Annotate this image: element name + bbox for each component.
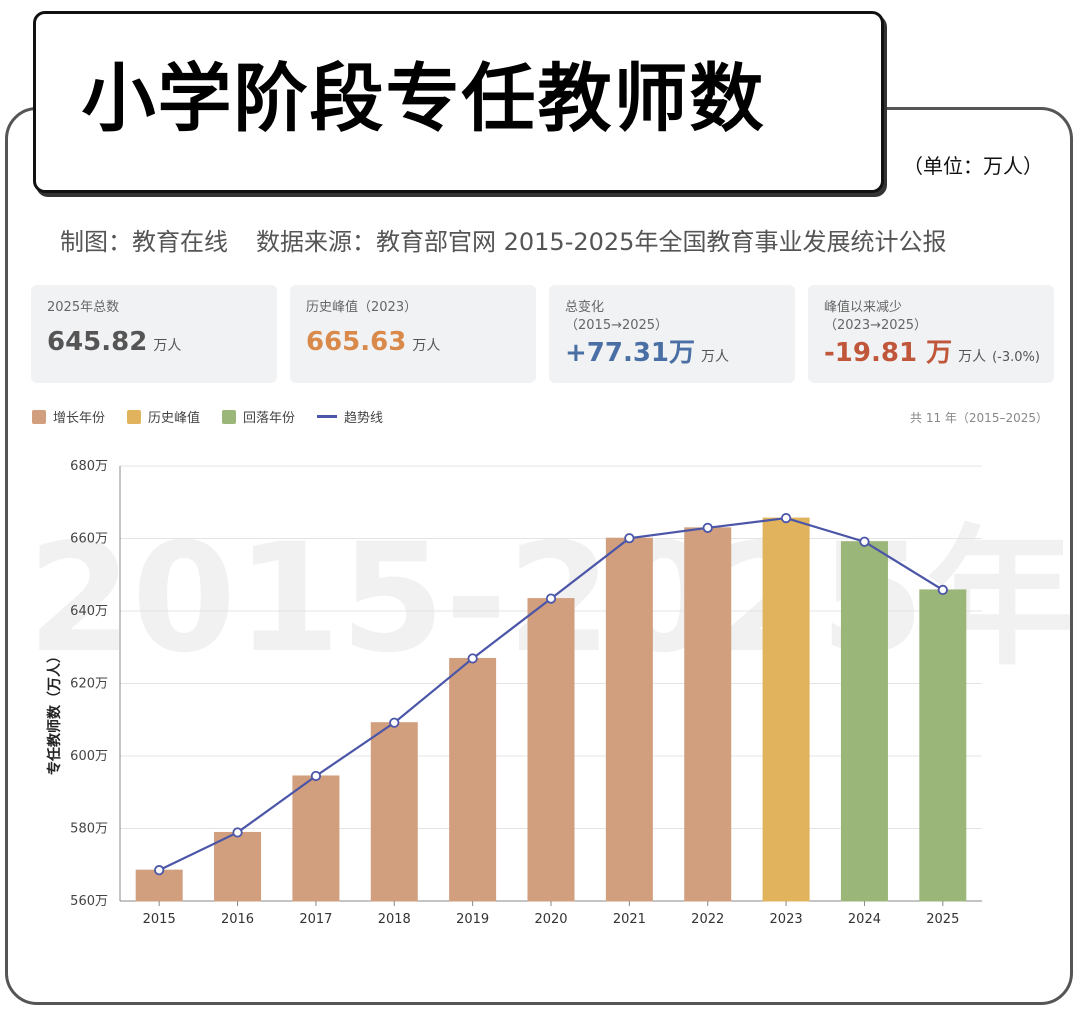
bar-2024: [840, 541, 888, 902]
x-tick-label: 2017: [299, 912, 332, 927]
stat-card-value: 665.63 万人: [306, 327, 440, 357]
x-tick-label: 2023: [770, 912, 803, 927]
legend-item-decline: 回落年份: [222, 407, 295, 426]
legend-swatch: [222, 409, 237, 424]
x-tick-label: 2016: [221, 912, 254, 927]
bar-2022: [684, 527, 732, 902]
stat-label-range: （2015→2025）: [565, 317, 669, 333]
x-tick-label: 2022: [691, 912, 724, 927]
legend-item-peak: 历史峰值: [127, 407, 200, 426]
y-tick-label: 620万: [70, 677, 108, 692]
trend-point-2020: [545, 593, 557, 604]
x-tick-label: 2018: [378, 912, 411, 927]
stat-label-main: 峰值以来减少: [824, 300, 903, 315]
year-count: 共 11 年（2015–2025）: [910, 411, 1048, 425]
legend-swatch: [32, 409, 46, 424]
legend-swatch: [127, 409, 142, 424]
x-tick-label: 2024: [848, 912, 881, 927]
stat-card-label: 峰值以来减少 （2023→2025）: [824, 299, 927, 334]
trend-point-2019: [467, 653, 478, 664]
y-tick-label: 640万: [70, 604, 108, 619]
trend-point-2016: [232, 827, 243, 838]
y-tick-label: 600万: [70, 749, 108, 764]
legend-label: 回落年份: [243, 411, 296, 426]
title-box: 小学阶段专任教师数: [33, 11, 884, 193]
x-tick-label: 2020: [534, 912, 567, 927]
stat-card-value: +77.31万 万人: [565, 332, 729, 369]
stat-pct: (-3.0%): [992, 350, 1040, 365]
unit-label: （单位：万人）: [903, 154, 1043, 178]
stat-card-change: 总变化 （2015→2025） +77.31万 万人: [549, 285, 795, 383]
trend-point-2018: [389, 717, 400, 728]
bar-2019: [449, 657, 497, 902]
stat-card-label: 总变化 （2015→2025）: [565, 299, 668, 334]
trend-point-2025: [937, 584, 948, 596]
stat-value: +77.31万: [565, 338, 696, 368]
x-tick-label: 2021: [613, 912, 646, 927]
stat-unit: 万人: [153, 338, 182, 354]
stat-value: -19.81 万: [824, 338, 953, 368]
legend-line: [317, 415, 338, 418]
legend-item-growth: 增长年份: [32, 407, 105, 426]
y-tick-label: 560万: [70, 894, 108, 909]
stat-card-decline: 峰值以来减少 （2023→2025） -19.81 万万人 (-3.0%): [808, 285, 1054, 383]
y-axis-title-wrap: 专任教师数（万人）: [44, 649, 170, 795]
stat-unit: 万人: [412, 338, 441, 354]
trend-point-2017: [310, 770, 322, 782]
bar-2021: [605, 537, 653, 902]
source-data: 数据来源：教育部官网 2015-2025年全国教育事业发展统计公报: [256, 228, 947, 256]
bar-2025: [919, 589, 967, 902]
stat-label-main: 总变化: [565, 300, 605, 315]
stat-card-total: 2025年总数 645.82 万人: [31, 285, 277, 383]
stat-value: 665.63: [306, 327, 407, 357]
y-axis-title: 专任教师数（万人）: [47, 649, 63, 775]
stat-unit: 万人: [958, 349, 987, 365]
bar-2016: [214, 831, 262, 902]
y-tick-label: 660万: [70, 532, 108, 547]
trend-point-2021: [624, 533, 635, 544]
stat-unit: 万人: [701, 349, 730, 365]
bar-2020: [527, 598, 575, 902]
trend-point-2015: [154, 865, 165, 876]
bar-2023: [762, 517, 810, 902]
legend-label: 历史峰值: [148, 411, 201, 426]
source-line: 制图：教育在线 数据来源：教育部官网 2015-2025年全国教育事业发展统计公报: [60, 222, 946, 257]
trend-point-2022: [702, 522, 713, 533]
stat-card-label: 历史峰值（2023）: [306, 300, 418, 315]
stat-card-value: -19.81 万万人 (-3.0%): [824, 332, 1040, 369]
trend-point-2024: [859, 536, 870, 547]
legend-label: 增长年份: [53, 411, 106, 426]
y-tick-label: 680万: [70, 459, 108, 474]
stat-value: 645.82: [47, 327, 148, 357]
source-author: 制图：教育在线: [60, 228, 228, 256]
legend-label: 趋势线: [344, 411, 384, 426]
legend-item-trend: 趋势线: [317, 407, 383, 426]
bar-2015: [135, 869, 183, 902]
y-tick-label: 580万: [70, 822, 108, 837]
trend-point-2023: [780, 512, 792, 524]
x-tick-label: 2015: [143, 912, 176, 927]
bar-2018: [370, 722, 418, 902]
chart-legend: 增长年份 历史峰值 回落年份 趋势线: [32, 407, 383, 426]
stat-label-range: （2023→2025）: [824, 317, 928, 333]
stat-card-value: 645.82 万人: [47, 327, 181, 357]
stat-card-peak: 历史峰值（2023） 665.63 万人: [290, 285, 536, 383]
page-title: 小学阶段专任教师数: [81, 56, 766, 142]
stat-card-label: 2025年总数: [47, 300, 120, 315]
x-tick-label: 2019: [456, 912, 489, 927]
bar-2017: [292, 775, 340, 902]
x-tick-label: 2025: [926, 912, 959, 927]
